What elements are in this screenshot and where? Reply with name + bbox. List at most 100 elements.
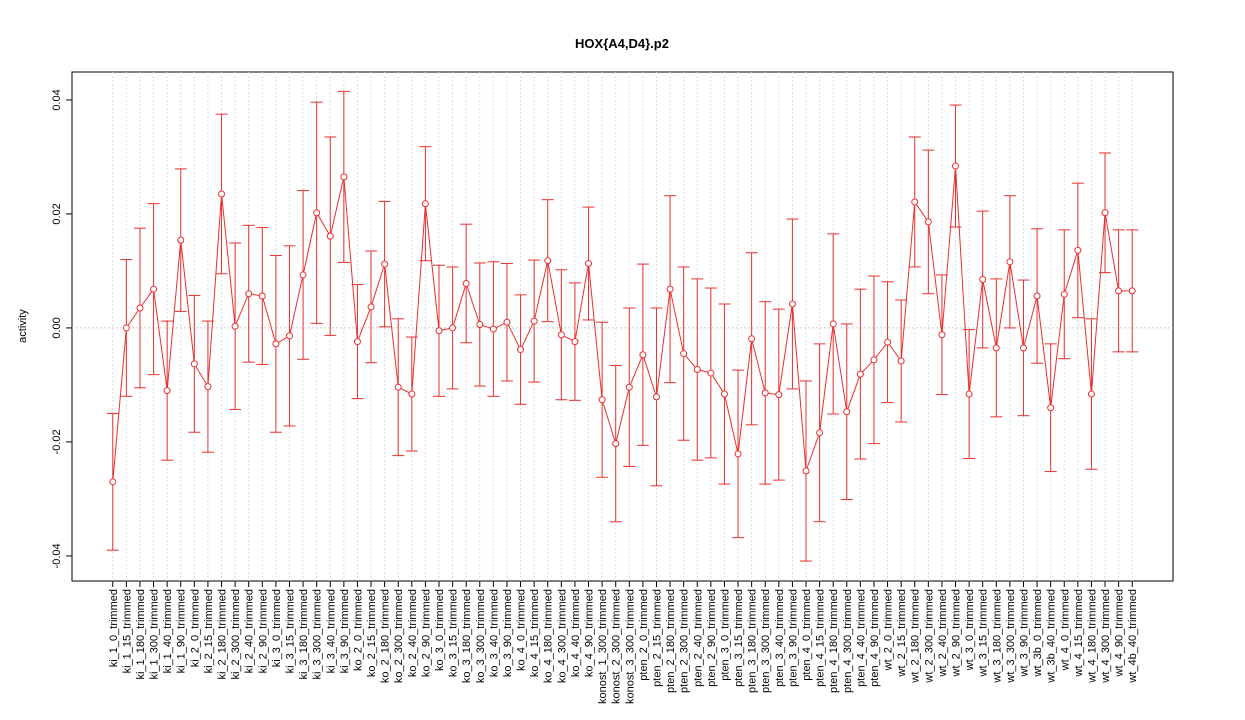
x-tick-label: konost_1_300_trimmed <box>597 589 609 704</box>
point <box>652 393 660 401</box>
line <box>112 166 1133 482</box>
x-tick-label: ki_1_15_trimmed <box>121 589 133 673</box>
x-tick-label: ki_3_300_trimmed <box>312 589 324 680</box>
point <box>299 271 307 279</box>
plot-frame <box>71 71 1174 582</box>
x-tick-label: wt_3_180_trimmed <box>991 589 1003 684</box>
point <box>938 331 946 339</box>
x-tick-label: konost_2_300_trimmed <box>611 589 623 704</box>
point <box>1019 344 1027 352</box>
point <box>1101 209 1109 217</box>
point <box>109 478 117 486</box>
x-tick-label: konost_3_300_trimmed <box>624 589 636 704</box>
x-tick-label: pten_3_90_trimmed <box>787 589 799 687</box>
x-tick-label: ko_3_40_trimmed <box>488 589 500 677</box>
x-tick-label: pten_3_300_trimmed <box>760 589 772 693</box>
point <box>952 162 960 170</box>
x-tick-label: ko_4_300_trimmed <box>556 589 568 683</box>
x-tick-label: wt_2_300_trimmed <box>923 589 935 684</box>
point <box>150 285 158 293</box>
point <box>816 429 824 437</box>
point <box>639 351 647 359</box>
point <box>734 450 742 458</box>
point <box>856 370 864 378</box>
point <box>802 467 810 475</box>
point <box>598 396 606 404</box>
point <box>992 344 1000 352</box>
point <box>884 338 892 346</box>
x-tick-label: ki_2_180_trimmed <box>217 589 229 680</box>
point <box>136 304 144 312</box>
point <box>204 383 212 391</box>
point <box>965 390 973 398</box>
point <box>924 218 932 226</box>
x-tick-label: ki_1_180_trimmed <box>135 589 147 680</box>
x-tick-label: wt_4_300_trimmed <box>1100 589 1112 684</box>
point <box>544 257 552 265</box>
x-tick-label: pten_2_90_trimmed <box>706 589 718 687</box>
point <box>313 209 321 217</box>
point <box>870 356 878 364</box>
y-tick-label: -0.04 <box>51 543 63 568</box>
x-tick-label: ko_4_15_trimmed <box>529 589 541 677</box>
x-tick-label: pten_3_0_trimmed <box>719 589 731 681</box>
x-tick-label: wt_2_90_trimmed <box>951 589 963 677</box>
x-tick-label: ko_4_40_trimmed <box>570 589 582 677</box>
x-tick-label: ki_3_90_trimmed <box>339 589 351 673</box>
x-tick-label: ko_3_300_trimmed <box>475 589 487 683</box>
point <box>1060 290 1068 298</box>
point <box>353 338 361 346</box>
x-tick-label: wt_2_180_trimmed <box>910 589 922 684</box>
x-tick-label: pten_2_300_trimmed <box>679 589 691 693</box>
x-tick-label: ki_3_180_trimmed <box>298 589 310 680</box>
point <box>394 383 402 391</box>
x-tick-label: pten_4_40_trimmed <box>855 589 867 687</box>
x-tick-label: ko_4_90_trimmed <box>584 589 596 677</box>
x-tick-label: pten_2_180_trimmed <box>665 589 677 693</box>
point <box>530 317 538 325</box>
point <box>625 383 633 391</box>
point <box>163 387 171 395</box>
point <box>122 324 130 332</box>
x-tick-label: wt_3_15_trimmed <box>978 589 990 677</box>
x-tick-label: ko_2_40_trimmed <box>407 589 419 677</box>
x-tick-label: wt_3b_40_trimmed <box>1046 589 1058 684</box>
x-tick-label: ki_3_0_trimmed <box>271 589 283 667</box>
x-tick-label: pten_4_90_trimmed <box>869 589 881 687</box>
point <box>489 325 497 333</box>
point <box>517 346 525 354</box>
point <box>571 338 579 346</box>
point <box>340 173 348 181</box>
point <box>693 366 701 374</box>
x-tick-label: wt_3_90_trimmed <box>1018 589 1030 677</box>
y-tick-label: 0.04 <box>51 89 63 110</box>
x-tick-label: pten_2_0_trimmed <box>638 589 650 681</box>
point <box>285 332 293 340</box>
x-tick-label: ko_4_0_trimmed <box>516 589 528 671</box>
x-tick-label: ko_3_90_trimmed <box>502 589 514 677</box>
x-tick-label: ki_2_90_trimmed <box>257 589 269 673</box>
point <box>829 320 837 328</box>
x-tick-label: ko_2_90_trimmed <box>420 589 432 677</box>
x-tick-label: ki_1_0_trimmed <box>108 589 120 667</box>
x-tick-label: wt_2_40_trimmed <box>937 589 949 677</box>
x-tick-label: pten_2_40_trimmed <box>692 589 704 687</box>
x-tick-label: ko_3_180_trimmed <box>461 589 473 683</box>
point <box>476 321 484 329</box>
point <box>231 322 239 330</box>
point <box>177 236 185 244</box>
point <box>1047 404 1055 412</box>
y-axis-label: activity <box>17 309 29 343</box>
point <box>748 335 756 343</box>
x-tick-label: wt_4_15_trimmed <box>1073 589 1085 677</box>
point <box>421 200 429 208</box>
point <box>1087 390 1095 398</box>
point <box>1033 292 1041 300</box>
x-tick-label: wt_4_180_trimmed <box>1086 589 1098 684</box>
point <box>272 340 280 348</box>
point <box>707 369 715 377</box>
point <box>408 390 416 398</box>
x-tick-label: wt_3_300_trimmed <box>1005 589 1017 684</box>
x-tick-label: wt_4_0_trimmed <box>1059 589 1071 671</box>
y-tick-label: -0.02 <box>51 429 63 454</box>
